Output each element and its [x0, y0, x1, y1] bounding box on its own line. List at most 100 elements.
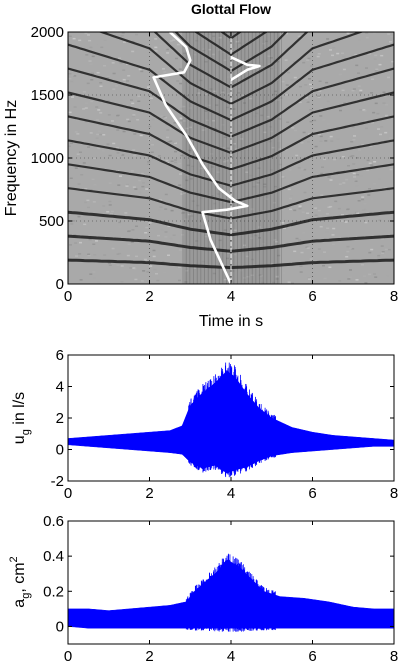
spectrogram-texture — [185, 174, 189, 177]
spectrogram-texture — [322, 118, 326, 121]
spectrogram-texture — [316, 176, 320, 178]
spectrogram-texture — [76, 133, 80, 135]
spectrogram-texture — [146, 271, 150, 273]
spectrogram-texture — [119, 153, 122, 156]
spectrogram-texture — [140, 172, 144, 175]
spectrogram-texture — [327, 123, 331, 125]
spectrogram-texture — [317, 96, 321, 98]
spectrogram-texture — [256, 273, 260, 276]
spectrogram-texture — [250, 274, 254, 276]
spectrogram-texture — [314, 145, 318, 148]
spectrogram-texture — [355, 185, 359, 187]
spectrogram-texture — [331, 234, 335, 236]
spectrogram-texture — [300, 174, 304, 177]
spectrogram-texture — [188, 107, 192, 109]
spectrogram-texture — [300, 251, 304, 254]
spectrogram-texture — [223, 59, 227, 61]
spectrogram-texture — [295, 237, 299, 240]
axis-ticks: 0 2 4 6 8 0 0.2 0.4 0.6 — [43, 513, 398, 665]
spectrogram-texture — [107, 262, 111, 264]
spectrogram-texture — [87, 146, 90, 148]
spectrogram-texture — [184, 218, 188, 220]
ylabel-subscript: g — [20, 429, 32, 435]
spectrogram-texture — [72, 37, 76, 40]
spectrogram-texture — [154, 154, 158, 157]
spectrogram-texture — [96, 72, 100, 74]
spectrogram-texture — [165, 48, 169, 51]
spectrogram-texture — [159, 43, 163, 46]
spectrogram-texture — [178, 249, 182, 251]
spectrogram-texture — [207, 33, 211, 35]
spectrogram-texture — [235, 148, 238, 150]
spectrogram-texture — [166, 129, 170, 131]
spectrogram-texture — [75, 255, 78, 257]
spectrogram-texture — [95, 106, 99, 108]
spectrogram-texture — [173, 122, 177, 124]
spectrogram-texture — [251, 258, 254, 261]
spectrogram-texture — [116, 152, 120, 154]
spectrogram-texture — [214, 132, 218, 134]
spectrogram-texture — [154, 46, 158, 49]
spectrogram-texture — [328, 266, 332, 268]
spectrogram-texture — [373, 32, 376, 34]
spectrogram-texture — [122, 130, 126, 133]
spectrogram-texture — [110, 213, 113, 215]
spectrogram-texture — [238, 42, 242, 44]
spectrogram-texture — [167, 141, 171, 143]
spectrogram-texture — [274, 68, 278, 71]
spectrogram-texture — [68, 111, 72, 114]
spectrogram-texture — [324, 140, 328, 142]
spectrogram-texture — [299, 85, 302, 88]
spectrogram-texture — [213, 127, 217, 130]
spectrogram-texture — [333, 158, 336, 161]
spectrogram-texture — [93, 184, 97, 186]
spectrogram-texture — [137, 95, 141, 98]
spectrogram-texture — [287, 188, 291, 191]
spectrogram-texture — [103, 65, 106, 67]
spectrogram-texture — [355, 157, 359, 159]
spectrogram-texture — [259, 275, 263, 277]
spectrogram-texture — [221, 91, 225, 93]
spectrogram-texture — [258, 226, 261, 228]
spectrogram-texture — [89, 46, 93, 49]
spectrogram-texture — [305, 97, 308, 99]
spectrogram-texture — [254, 152, 258, 155]
spectrogram-texture — [246, 276, 250, 278]
spectrogram-texture — [218, 239, 222, 242]
spectrogram-texture — [70, 223, 74, 225]
spectrogram-texture — [242, 167, 246, 169]
spectrogram-texture — [154, 38, 158, 40]
spectrogram-texture — [183, 191, 187, 193]
spectrogram-texture — [106, 211, 110, 213]
spectrogram-texture — [332, 47, 336, 49]
spectrogram-texture — [287, 71, 291, 74]
spectrogram-texture — [261, 66, 265, 68]
spectrogram-texture — [119, 175, 122, 177]
spectrogram-texture — [269, 169, 273, 171]
x-tick-label: 0 — [64, 288, 72, 305]
spectrogram-texture — [143, 258, 147, 261]
spectrogram-texture — [149, 97, 153, 99]
spectrogram-texture — [329, 205, 333, 208]
spectrogram-texture — [263, 183, 267, 185]
spectrogram-texture — [298, 239, 301, 241]
spectrogram-texture — [194, 123, 198, 125]
spectrogram-texture — [212, 35, 216, 37]
spectrogram-texture — [204, 88, 208, 91]
spectrogram-texture — [327, 137, 331, 140]
spectrogram-texture — [373, 161, 377, 163]
spectrogram-texture — [385, 104, 388, 106]
spectrogram-texture — [152, 255, 156, 258]
spectrogram-texture — [199, 223, 202, 225]
spectrogram-texture — [204, 93, 208, 96]
spectrogram-texture — [90, 100, 94, 103]
spectrogram-texture — [325, 231, 329, 233]
spectrogram-texture — [268, 63, 272, 66]
spectrogram-texture — [357, 200, 361, 202]
spectrogram-texture — [204, 61, 208, 63]
spectrogram-texture — [117, 184, 121, 186]
spectrogram-texture — [297, 167, 301, 169]
spectrogram-texture — [133, 154, 137, 157]
spectrogram-texture — [151, 118, 155, 121]
